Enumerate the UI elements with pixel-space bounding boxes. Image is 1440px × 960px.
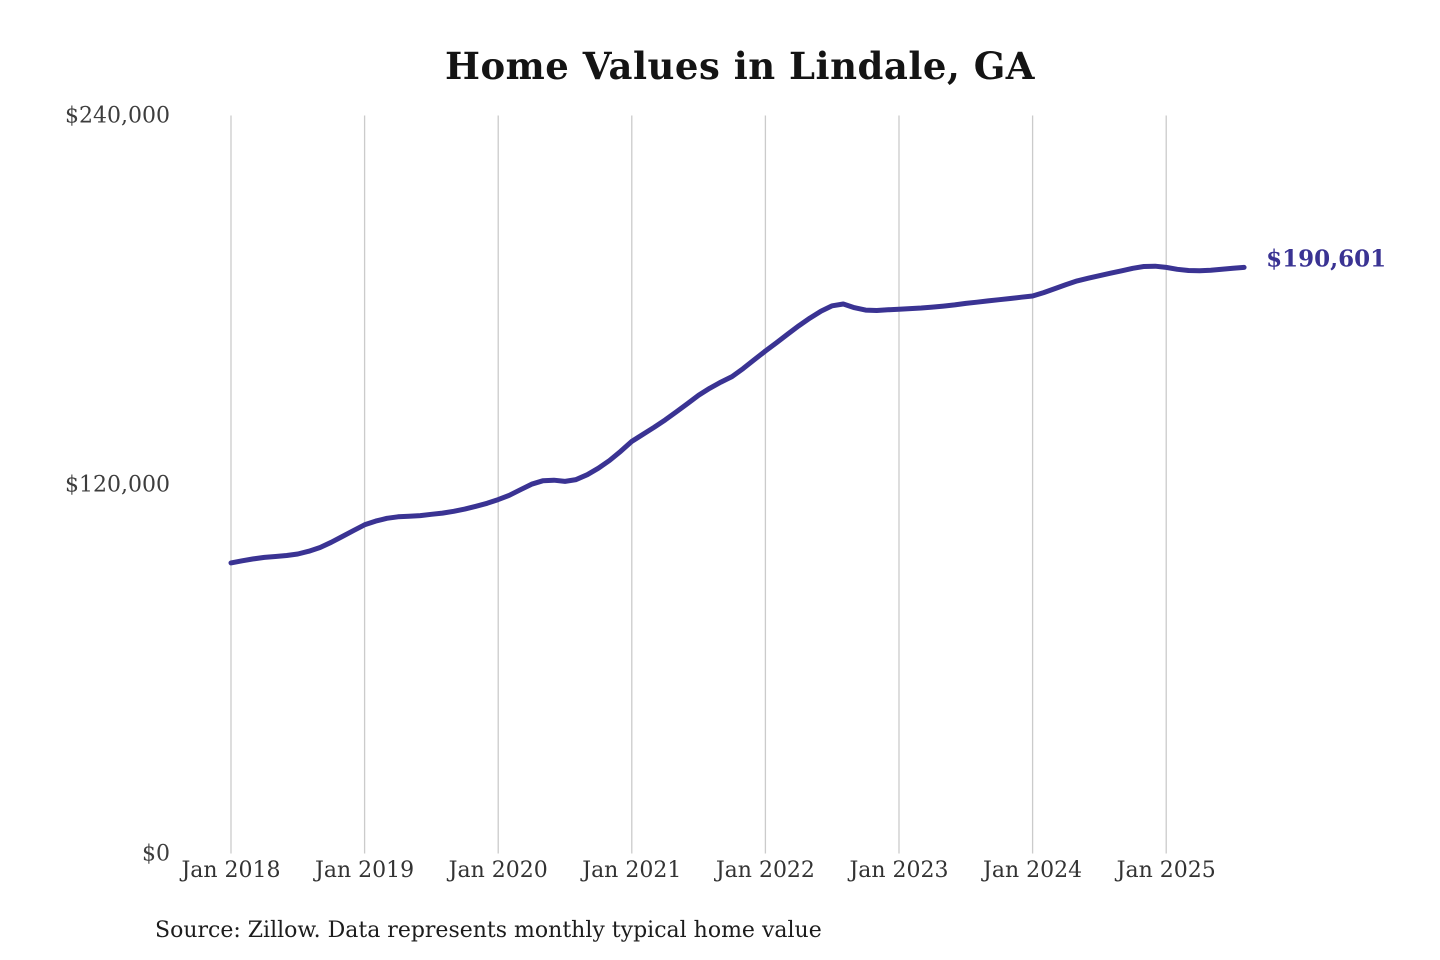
home-value-line xyxy=(228,263,1247,566)
x-tick-label-jan-2023: Jan 2023 xyxy=(849,858,949,883)
x-tick-label-jan-2022: Jan 2022 xyxy=(715,858,815,883)
source-note: Source: Zillow. Data represents monthly … xyxy=(155,918,822,943)
x-tick-label-jan-2018: Jan 2018 xyxy=(181,858,281,883)
x-tick-label-jan-2024: Jan 2024 xyxy=(983,858,1083,883)
y-tick-label-0: $0 xyxy=(142,841,170,866)
x-tick-label-jan-2019: Jan 2019 xyxy=(315,858,415,883)
x-tick-label-jan-2025: Jan 2025 xyxy=(1116,858,1216,883)
chart-title: Home Values in Lindale, GA xyxy=(444,44,1036,88)
y-tick-label-120000: $120,000 xyxy=(65,472,170,497)
end-value-label: $190,601 xyxy=(1266,245,1387,273)
x-tick-label-jan-2021: Jan 2021 xyxy=(582,858,682,883)
y-tick-label-240000: $240,000 xyxy=(65,103,170,128)
x-tick-label-jan-2020: Jan 2020 xyxy=(448,858,548,883)
